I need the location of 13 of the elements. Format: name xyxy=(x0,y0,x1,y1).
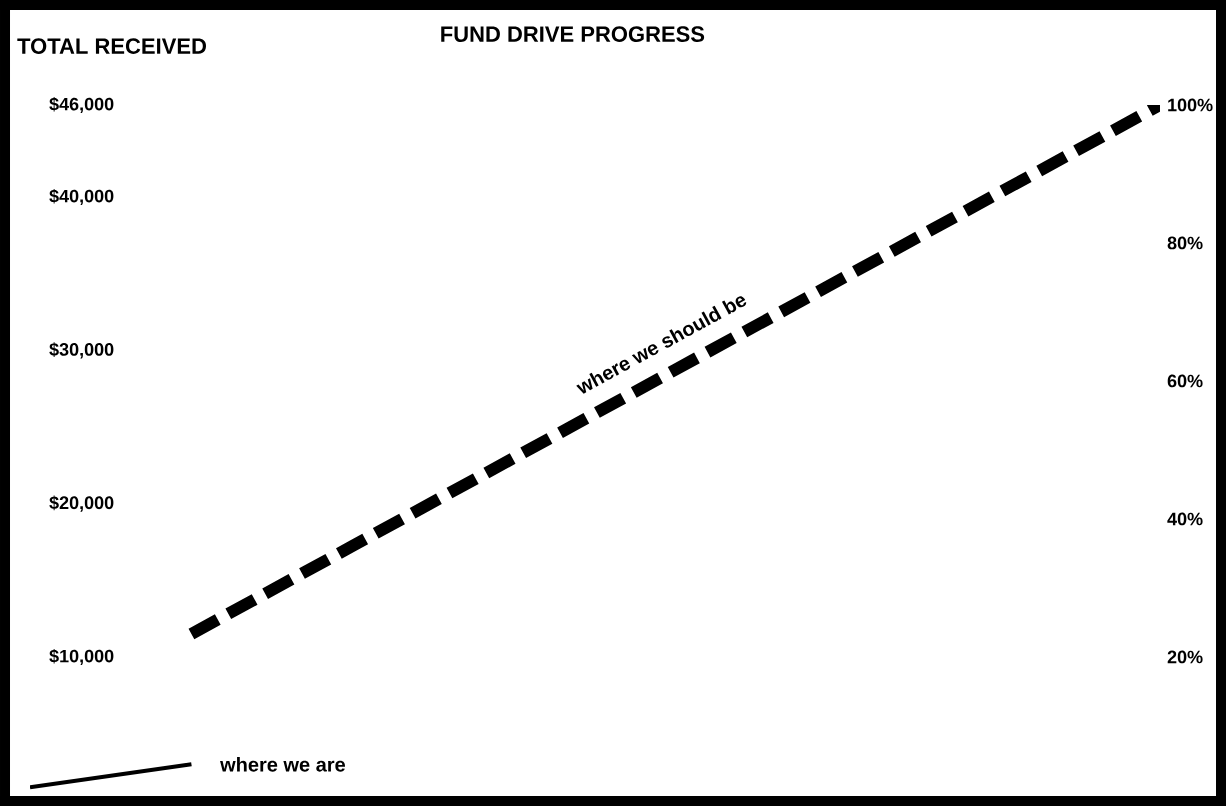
chart-title: FUND DRIVE PROGRESS xyxy=(441,26,705,42)
y2-tick-label: 20% xyxy=(1167,650,1203,664)
y-tick-label: $40,000 xyxy=(49,188,114,206)
y2-tick-label: 80% xyxy=(1167,236,1203,250)
y-tick-label: $30,000 xyxy=(49,342,114,359)
y-tick-label: $46,000 xyxy=(49,96,114,114)
y-axis-title: TOTAL RECEIVED xyxy=(17,38,207,54)
y2-tick-label: 100% xyxy=(1168,98,1213,112)
y-tick-label: $10,000 xyxy=(49,648,114,666)
series-label: where we are xyxy=(220,756,346,772)
y2-tick-label: 40% xyxy=(1167,512,1203,526)
y2-tick-label: 60% xyxy=(1167,374,1203,388)
y-tick-label: $20,000 xyxy=(49,495,114,512)
